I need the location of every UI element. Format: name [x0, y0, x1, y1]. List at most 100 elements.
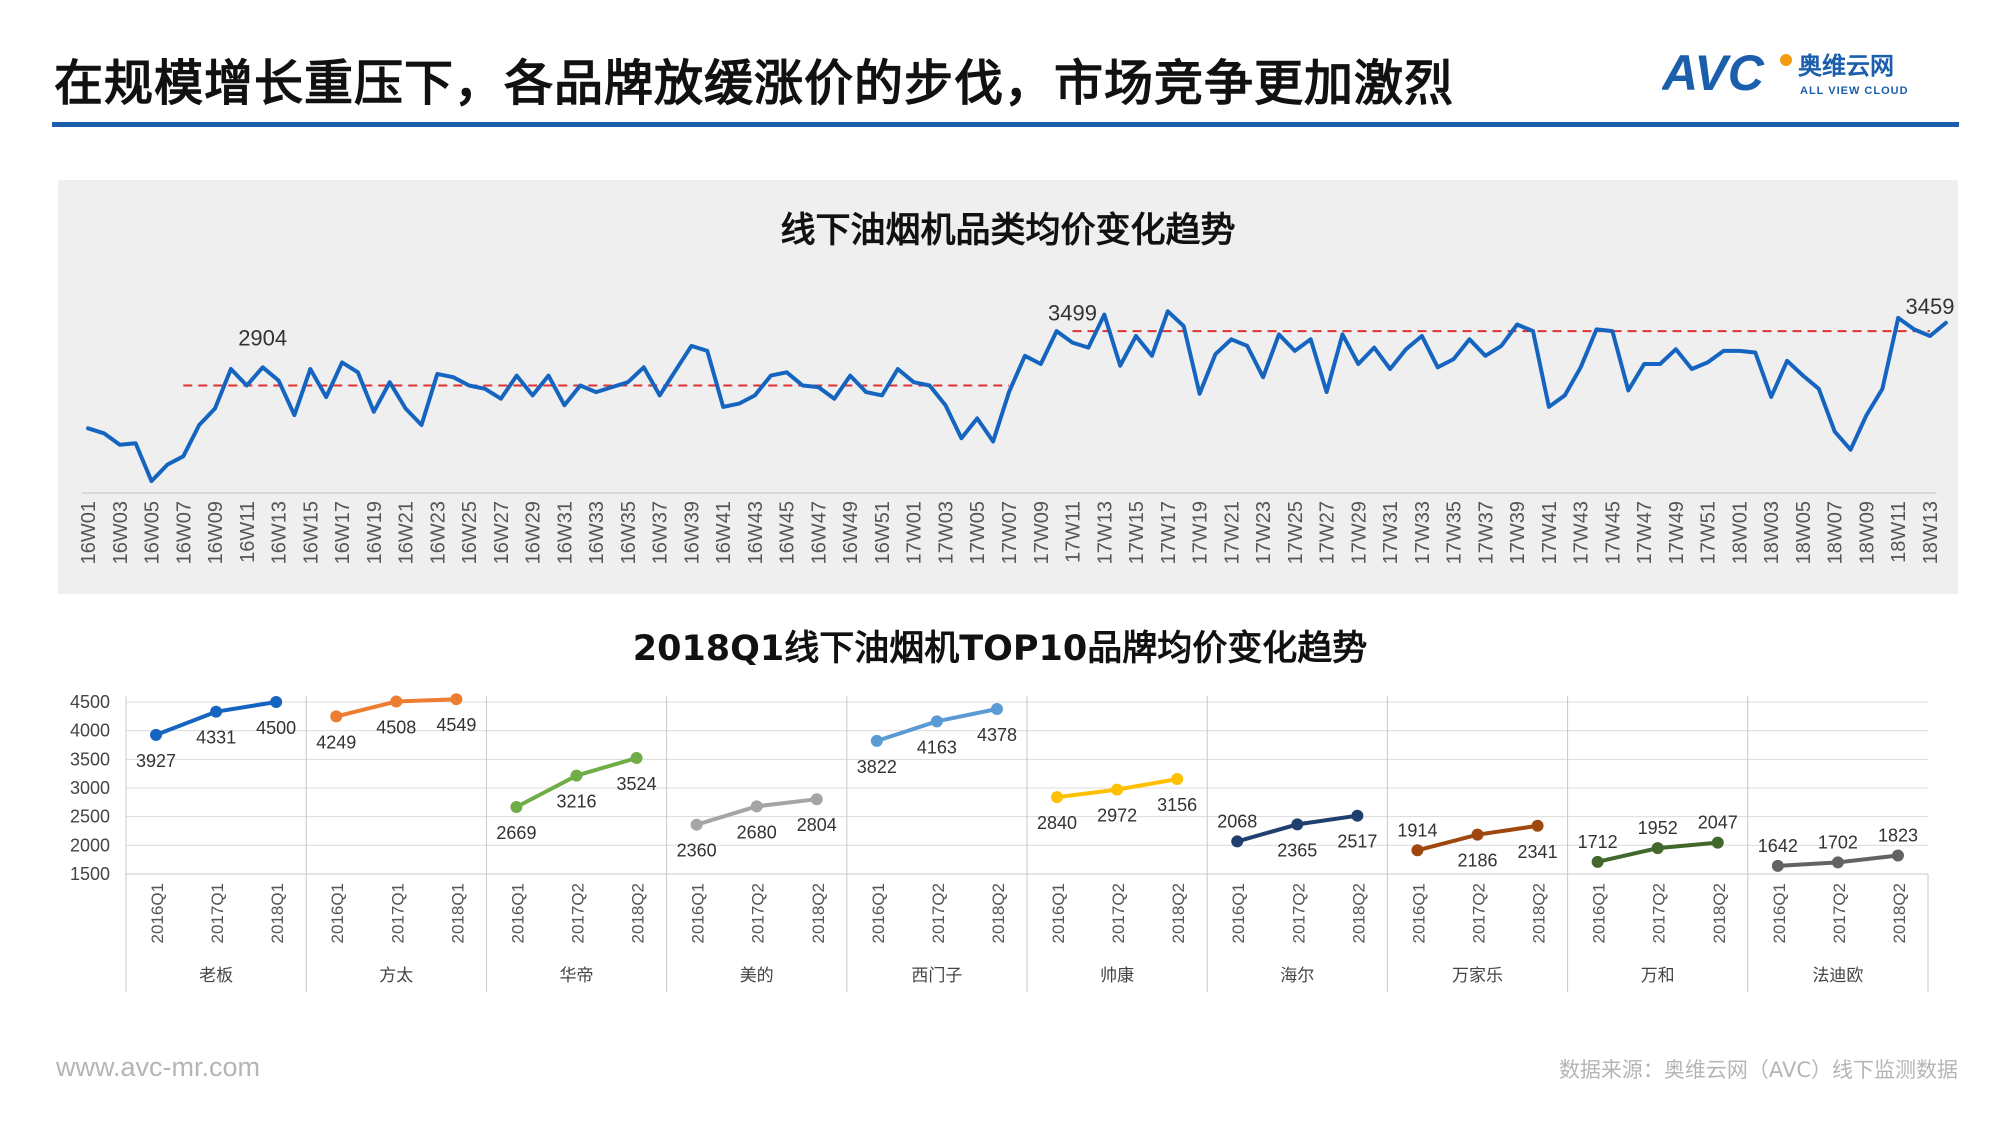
chart1-data-point	[419, 423, 424, 427]
chart1-x-tick-label: 17W29	[1348, 501, 1370, 564]
chart1-x-tick-label: 17W33	[1412, 501, 1434, 564]
chart1-data-point	[276, 378, 281, 383]
chart2-data-point	[1591, 855, 1604, 868]
chart1-x-tick-label: 16W51	[872, 501, 894, 564]
chart1-data-point	[1197, 392, 1202, 396]
chart1-data-point	[1642, 362, 1646, 366]
chart2-x-tick-label: 2016Q1	[328, 883, 347, 944]
chart1-series-line	[86, 309, 1948, 484]
chart2-x-tick-label: 2016Q1	[1229, 883, 1248, 944]
chart2-data-label: 2365	[1277, 840, 1317, 860]
chart1-x-tick-label: 16W29	[523, 501, 545, 564]
chart1-x-tick-label: 16W09	[205, 501, 227, 564]
chart1-data-point	[435, 372, 439, 376]
chart2-data-label: 2669	[496, 823, 536, 843]
chart1-x-tick-label: 16W35	[618, 501, 640, 564]
chart1-data-point	[1880, 387, 1884, 391]
chart1-data-point	[1277, 332, 1281, 336]
chart2-brand-label: 西门子	[911, 966, 962, 986]
chart2-data-label: 4249	[316, 732, 356, 752]
chart1-x-tick-label: 16W15	[300, 501, 322, 564]
chart1-x-tick-label: 17W41	[1539, 501, 1561, 564]
chart2-data-point	[1531, 819, 1544, 832]
chart1-data-point	[975, 416, 979, 421]
chart2-data-point	[1351, 809, 1364, 822]
chart1-x-tick-label: 16W07	[173, 501, 195, 564]
logo-dot-icon	[1780, 54, 1792, 66]
chart2-x-tick-label: 2017Q2	[1109, 883, 1128, 944]
chart2-data-label: 2068	[1217, 811, 1257, 831]
chart2-data-point	[150, 728, 163, 741]
chart2-y-tick-label: 1500	[70, 864, 110, 884]
chart1-x-tick-label: 16W45	[777, 501, 799, 564]
chart2-data-label: 1702	[1818, 832, 1858, 852]
chart1-data-point	[1721, 349, 1726, 353]
chart1-data-point	[531, 393, 535, 397]
chart1-x-tick-label: 17W31	[1380, 501, 1402, 564]
chart1-title: 线下油烟机品类均价变化趋势	[780, 211, 1236, 251]
chart2-x-tick-label: 2018Q2	[1890, 883, 1909, 944]
chart1-x-tick-label: 18W13	[1920, 501, 1942, 564]
chart1-data-label: 3459	[1906, 294, 1955, 319]
chart1-data-point	[816, 385, 821, 389]
chart1-x-tick-label: 16W31	[554, 501, 576, 564]
chart1-x-tick-label: 17W39	[1507, 501, 1529, 564]
chart1-x-tick-label: 16W43	[745, 501, 767, 564]
chart1-x-tick-label: 18W07	[1825, 501, 1847, 564]
chart1-data-point	[1547, 405, 1551, 409]
chart1-data-point	[991, 439, 995, 444]
chart1-data-point	[467, 383, 471, 388]
chart1-data-point	[1928, 334, 1932, 338]
chart2-x-tick-label: 2017Q1	[208, 883, 227, 944]
chart1-data-point	[1372, 345, 1376, 350]
chart2-data-point	[570, 769, 583, 782]
chart2-data-point	[930, 715, 943, 728]
chart1-data-point	[848, 373, 852, 378]
chart1-data-point	[1690, 367, 1694, 371]
chart1-data-point	[308, 367, 312, 371]
chart2-data-point	[1051, 791, 1064, 804]
chart1-x-tick-label: 17W27	[1317, 501, 1339, 564]
footer-url: www.avc-mr.com	[56, 1052, 261, 1082]
chart1-x-tick-label: 17W07	[999, 501, 1021, 564]
chart1-data-point	[134, 441, 138, 445]
chart1-data-point	[1753, 350, 1757, 355]
chart1-data-point	[1340, 332, 1345, 336]
chart2-brand-label: 老板	[199, 966, 233, 986]
chart1-x-tick-label: 18W05	[1793, 501, 1815, 564]
chart2-data-label: 2047	[1698, 813, 1738, 833]
chart2-data-point	[330, 710, 343, 723]
chart1-x-tick-label: 16W01	[78, 501, 100, 564]
chart2-data-label: 2517	[1337, 832, 1377, 852]
chart1-data-point	[769, 373, 773, 378]
chart2-data-point	[1831, 856, 1844, 869]
chart1-data-point	[1706, 360, 1710, 364]
chart2-x-tick-label: 2018Q2	[1530, 883, 1549, 944]
chart1-x-tick-label: 16W11	[237, 501, 259, 563]
chart2-x-tick-label: 2017Q2	[1650, 883, 1669, 944]
brand-trend-chart: 4500 4000 3500 3000 2500 2000 1500 3927 2016Q1 43…	[70, 692, 1929, 992]
chart2-data-point	[270, 696, 283, 708]
chart2-data-point	[1111, 783, 1124, 796]
chart1-data-point	[261, 365, 265, 369]
chart1-data-point	[912, 380, 916, 384]
chart1-x-tick-label: 16W19	[364, 501, 386, 564]
chart1-data-point	[1166, 309, 1170, 313]
chart2-data-point	[810, 793, 823, 806]
chart1-data-point	[1817, 387, 1821, 391]
chart1-x-tick-label: 17W25	[1285, 501, 1307, 564]
chart1-x-tick-label: 16W17	[332, 501, 354, 564]
chart1-x-tick-label: 17W51	[1698, 501, 1720, 564]
chart2-x-tick-label: 2016Q1	[1049, 883, 1068, 944]
chart1-data-point	[229, 367, 233, 371]
chart1-data-label: 3499	[1048, 301, 1097, 326]
chart1-x-tick-label: 17W21	[1221, 501, 1243, 564]
chart2-brand-label: 万家乐	[1452, 966, 1503, 986]
chart1-data-point	[1007, 390, 1011, 394]
chart2-x-tick-label: 2017Q2	[749, 883, 768, 944]
chart1-data-point	[737, 402, 741, 406]
page-title: 在规模增长重压下，各品牌放缓涨价的步伐，市场竞争更加激烈	[54, 55, 1455, 112]
chart1-data-point	[1801, 373, 1805, 378]
chart1-data-point	[340, 360, 344, 364]
chart1-data-point	[1436, 365, 1440, 369]
